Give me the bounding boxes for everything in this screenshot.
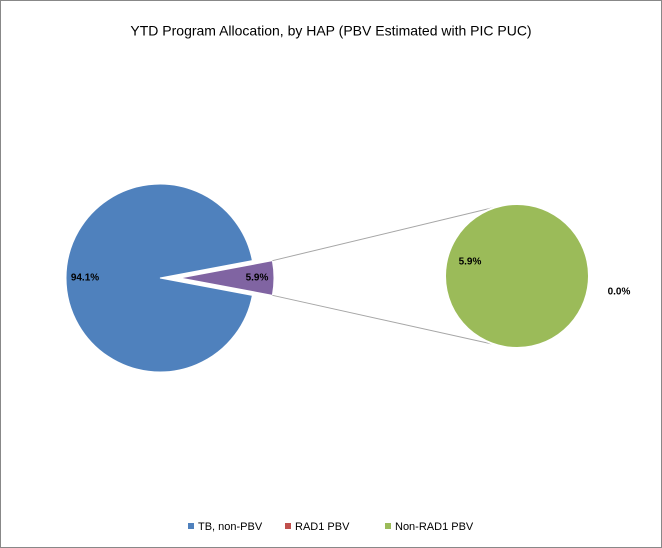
legend-label: TB, non-PBV: [198, 521, 263, 533]
pie-slice: [65, 183, 253, 373]
legend-swatch: [188, 523, 194, 529]
pie-slice: [179, 260, 275, 296]
connector-line: [272, 294, 493, 345]
legend-label: Non-RAD1 PBV: [395, 521, 474, 533]
legend-swatch: [385, 523, 391, 529]
data-label: 0.0%: [608, 287, 631, 298]
connector-line: [272, 205, 503, 262]
legend-swatch: [285, 523, 291, 529]
pie-slice: [443, 202, 591, 350]
data-label: 94.1%: [71, 273, 99, 284]
data-label: 5.9%: [459, 257, 482, 268]
data-label: 5.9%: [246, 273, 269, 284]
chart-title: YTD Program Allocation, by HAP (PBV Esti…: [130, 23, 531, 39]
legend-label: RAD1 PBV: [295, 521, 350, 533]
